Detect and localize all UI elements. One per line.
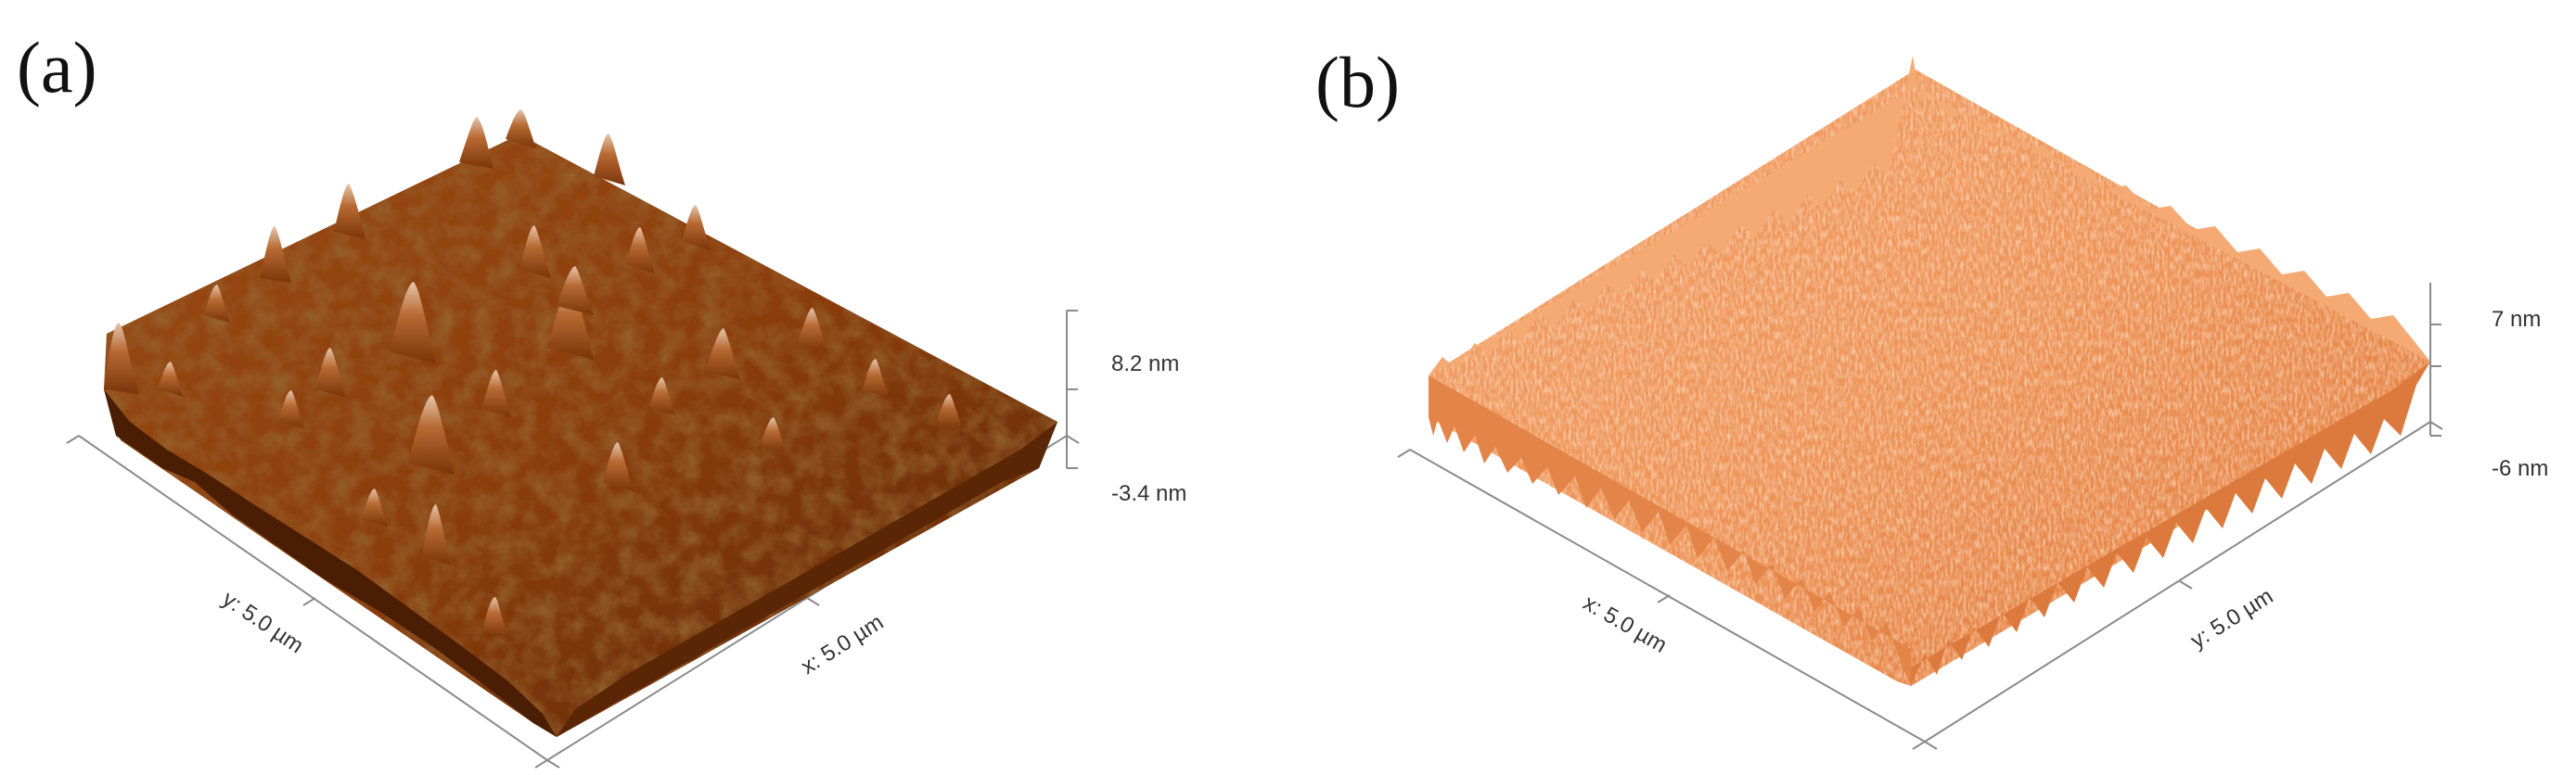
panel-b-x-axis-label: x: 5.0 µm [1579, 591, 1671, 658]
panel-a-y-axis-label: y: 5.0 µm [218, 587, 308, 659]
panel-a-label: (a) [17, 27, 97, 108]
panel-b-surface-texture [1429, 70, 2430, 686]
panel-a-x-axis-label: x: 5.0 µm [797, 610, 888, 680]
panel-b-y-axis-label: y: 5.0 µm [2186, 584, 2277, 654]
panel-b-z-min-label: -6 nm [2492, 456, 2548, 481]
panel-b: x: 5.0 µm y: 5.0 µm 7 nm -6 nm [1397, 56, 2548, 750]
panel-a-peaks [104, 109, 963, 638]
panel-a-z-max-label: 8.2 nm [1111, 351, 1179, 376]
panel-b-right-edge [1911, 362, 2430, 686]
panel-a-right-edge [557, 422, 1057, 737]
panel-b-ticks [1397, 324, 2443, 750]
panel-b-front-edge [1429, 375, 1911, 686]
panel-b-label: (b) [1315, 42, 1400, 122]
panel-a-ticks [66, 310, 1080, 769]
panel-b-z-max-label: 7 nm [2492, 307, 2541, 332]
panel-a-z-min-label: -3.4 nm [1111, 481, 1186, 506]
panel-a-surface-texture [104, 134, 1057, 737]
panel-a: y: 5.0 µm x: 5.0 µm 8.2 nm -3.4 nm [66, 109, 1186, 769]
panel-a-front-edge [104, 389, 557, 737]
